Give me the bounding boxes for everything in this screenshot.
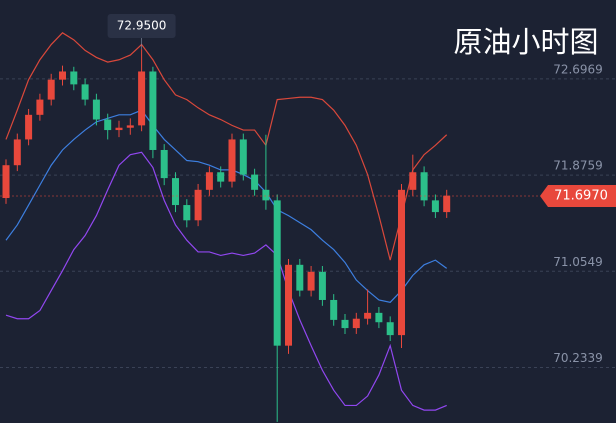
candle-body (160, 149, 168, 179)
high-marker-box (107, 14, 176, 38)
candle-body (138, 71, 146, 126)
candle-body (307, 271, 315, 291)
y-tick-label: 70.2339 (553, 351, 603, 365)
candle-body (13, 139, 21, 166)
candle-body (296, 264, 304, 291)
candle-body (251, 174, 259, 190)
candle-body (81, 84, 89, 100)
candle-body (273, 200, 281, 346)
candle-body (104, 119, 112, 131)
last-price-tag (540, 185, 616, 208)
candle-body (420, 172, 428, 201)
candle-body (352, 318, 360, 329)
candle-body (386, 322, 394, 336)
candle-body (183, 205, 191, 221)
candle-body (36, 99, 44, 115)
candle-body (228, 139, 236, 182)
band-line (5, 109, 448, 303)
candle-body (262, 189, 270, 201)
candle-body (341, 319, 349, 329)
candle-body (194, 189, 202, 221)
band-line (5, 32, 448, 261)
candle-body (398, 189, 405, 336)
candle-body (149, 71, 157, 150)
chart-title: 原油小时图 (453, 25, 598, 59)
y-tick-label: 72.6969 (553, 62, 603, 76)
candle-body (285, 264, 292, 346)
candle-body (431, 200, 439, 213)
candle-body (239, 139, 247, 175)
candle-body (443, 195, 451, 213)
candle-body (205, 172, 213, 190)
y-tick-label: 71.0549 (553, 255, 603, 269)
candle-body (70, 71, 78, 85)
candle-body (115, 127, 123, 131)
candle-body (318, 271, 326, 300)
candle-body (330, 299, 338, 320)
candle-body (172, 178, 179, 206)
candle-body (59, 71, 66, 80)
candle-body (47, 79, 55, 100)
y-tick-label: 71.8759 (553, 159, 603, 173)
candle-body (375, 312, 383, 323)
candle-body (126, 125, 134, 128)
last-price-label: 71.6970 (554, 189, 608, 204)
candle-body (217, 172, 225, 182)
high-marker-label: 72.9500 (117, 19, 167, 33)
candle-body (409, 172, 417, 190)
candle-body (2, 165, 10, 199)
band-line (5, 151, 447, 411)
candle-body (92, 99, 100, 120)
candle-body (25, 114, 33, 140)
candle-body (364, 312, 372, 319)
